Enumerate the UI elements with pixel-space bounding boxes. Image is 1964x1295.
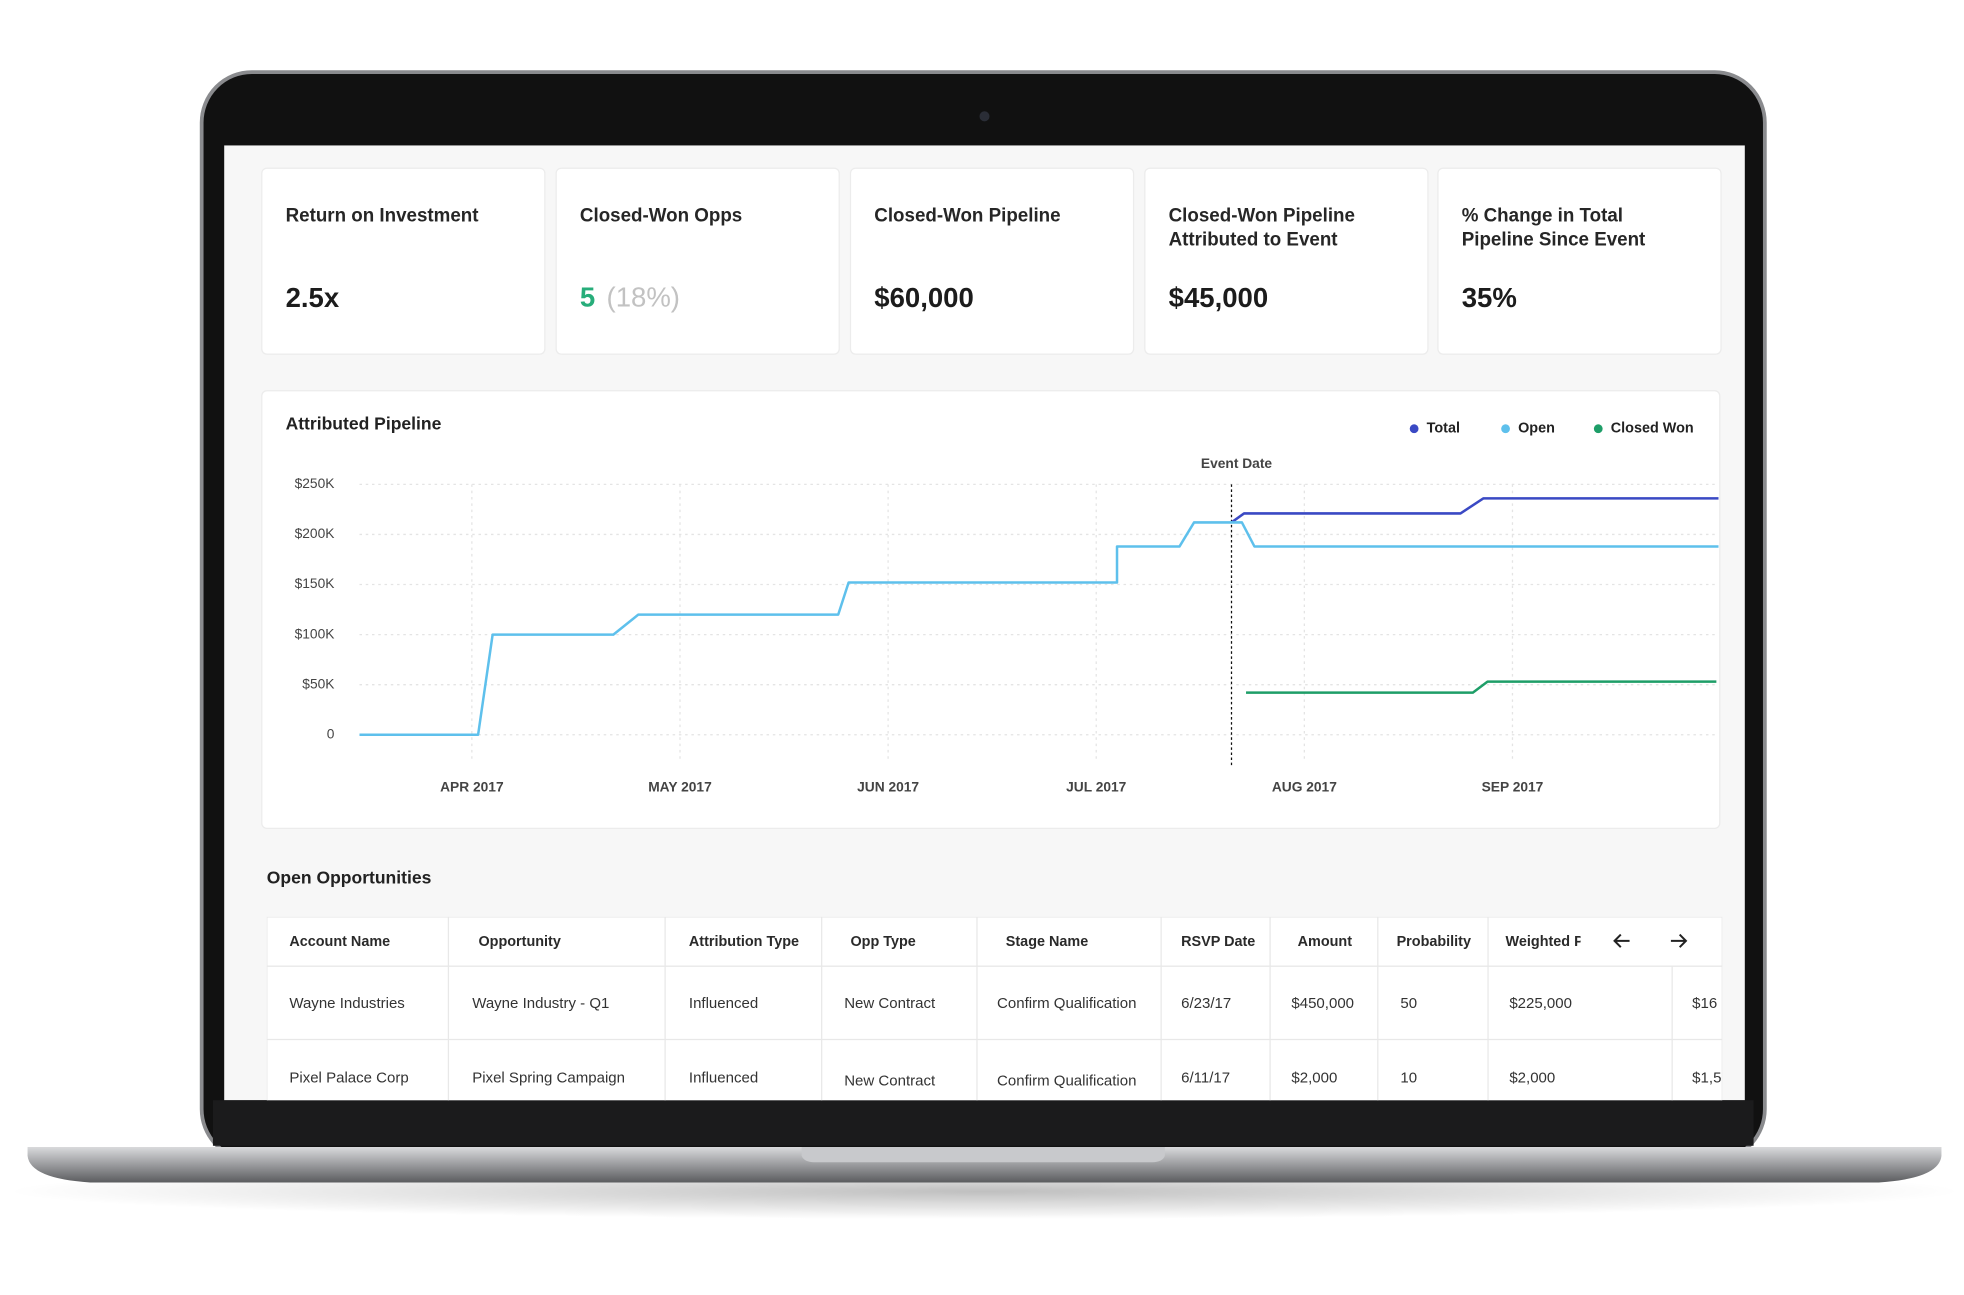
table-cell: Influenced	[689, 995, 758, 1012]
kpi-card	[261, 167, 546, 355]
table-cell: Confirm Qualification	[997, 1072, 1136, 1089]
column-header: Weighted P	[1506, 934, 1584, 950]
x-tick-label: JUL 2017	[1066, 778, 1126, 794]
column-header: Amount	[1298, 934, 1353, 950]
column-header: Opp Type	[850, 934, 915, 950]
y-tick-label: $250K	[295, 475, 336, 491]
table-cell: New Contract	[844, 1072, 936, 1089]
lid-chin	[212, 1100, 1754, 1146]
kpi-card	[849, 167, 1135, 355]
table-cell: $450,000	[1291, 995, 1354, 1012]
chart-card	[261, 390, 1721, 829]
column-header: Attribution Type	[689, 934, 799, 950]
column-header: Opportunity	[478, 934, 560, 950]
series-line	[1230, 497, 1719, 524]
kpi-value: $60,000	[874, 282, 974, 313]
table-cell: New Contract	[844, 995, 936, 1012]
column-header: Probability	[1397, 934, 1471, 950]
legend-dot	[1409, 424, 1419, 434]
column-header: Stage Name	[1006, 934, 1088, 950]
chart: 0 $50K $100K $150K $200K $250K APR 2017 MAY 201…	[295, 421, 1719, 795]
y-tick-label: $100K	[295, 625, 336, 641]
table-cell: Confirm Qualification	[997, 995, 1136, 1012]
table-cell: $16	[1692, 995, 1717, 1012]
table-cell: 6/11/17	[1181, 1070, 1230, 1087]
table-cell: $1,5	[1692, 1070, 1721, 1087]
legend-dot	[1501, 424, 1510, 434]
table-bg	[266, 916, 1723, 1101]
kpi-title: Attributed to Event	[1169, 228, 1339, 249]
scroll-right[interactable]	[1670, 933, 1688, 948]
series-line	[1246, 680, 1717, 694]
laptop-base	[27, 1147, 1942, 1183]
column-header: Account Name	[289, 934, 390, 950]
y-tick-label: $200K	[295, 525, 336, 541]
table-header: Account Name Opportunity Attribution Type O…	[289, 934, 1584, 950]
table-cell: Wayne Industries	[289, 995, 405, 1012]
legend-dot	[1593, 424, 1603, 434]
legend-label: Total	[1427, 421, 1460, 437]
kpi-value: 35%	[1462, 282, 1517, 313]
kpi-title: Closed-Won Opps	[580, 204, 742, 225]
table-cell: Pixel Spring Campaign	[472, 1070, 625, 1087]
table-cell: $2,000	[1291, 1070, 1337, 1087]
table-body: Account Name Opportunity Attribution Type O…	[266, 916, 1723, 1101]
kpi-card	[1144, 167, 1429, 355]
kpi-title: Return on Investment	[286, 204, 480, 225]
kpi-value: 2.5x	[286, 282, 340, 313]
y-tick-label: $50K	[302, 675, 335, 691]
table-cell: $225,000	[1509, 995, 1572, 1012]
scroll-controls	[1580, 918, 1722, 965]
x-tick-label: MAY 2017	[648, 778, 712, 794]
table-cell: Influenced	[689, 1070, 758, 1087]
table-cell: 6/23/17	[1181, 995, 1231, 1012]
scroll-left[interactable]	[1613, 933, 1630, 948]
kpi-title: Closed-Won Pipeline	[1169, 204, 1355, 225]
kpi-card	[555, 167, 840, 355]
table: Account Name Opportunity Attribution Type O…	[266, 916, 1723, 1101]
event-label: Event Date	[1201, 455, 1272, 471]
x-tick-label: AUG 2017	[1272, 778, 1337, 794]
kpi-value: 5 (18%)	[580, 282, 680, 313]
table-cell: 50	[1400, 995, 1417, 1012]
table-cell: $2,000	[1509, 1070, 1555, 1087]
kpi-percent: (18%)	[607, 282, 680, 313]
kpi-title: Closed-Won Pipeline	[874, 204, 1060, 225]
y-tick-label: $150K	[295, 575, 336, 591]
notch	[801, 1147, 1165, 1163]
y-tick-label: 0	[327, 725, 335, 741]
x-tick-label: JUN 2017	[857, 778, 919, 794]
kpi-card	[1437, 167, 1722, 355]
kpi-row: Return on Investment 2.5x Closed-Won Opps 5…	[261, 167, 1722, 355]
kpi-title: Pipeline Since Event	[1462, 228, 1646, 249]
x-tick-label: APR 2017	[440, 778, 504, 794]
camera	[979, 111, 990, 122]
x-tick-label: SEP 2017	[1482, 778, 1544, 794]
table-title: Open Opportunities	[267, 868, 432, 888]
kpi-title: % Change in Total	[1462, 204, 1623, 225]
table-cell: Wayne Industry - Q1	[472, 995, 609, 1012]
legend-label: Open	[1518, 421, 1555, 437]
kpi-count: 5	[580, 282, 595, 313]
legend-label: Closed Won	[1611, 421, 1694, 437]
table-cell: Pixel Palace Corp	[289, 1070, 408, 1087]
kpi-value: $45,000	[1169, 282, 1269, 313]
series-line	[359, 521, 1719, 737]
chart-title: Attributed Pipeline	[286, 414, 442, 434]
column-header: RSVP Date	[1181, 934, 1255, 950]
table-cell: 10	[1400, 1070, 1417, 1087]
